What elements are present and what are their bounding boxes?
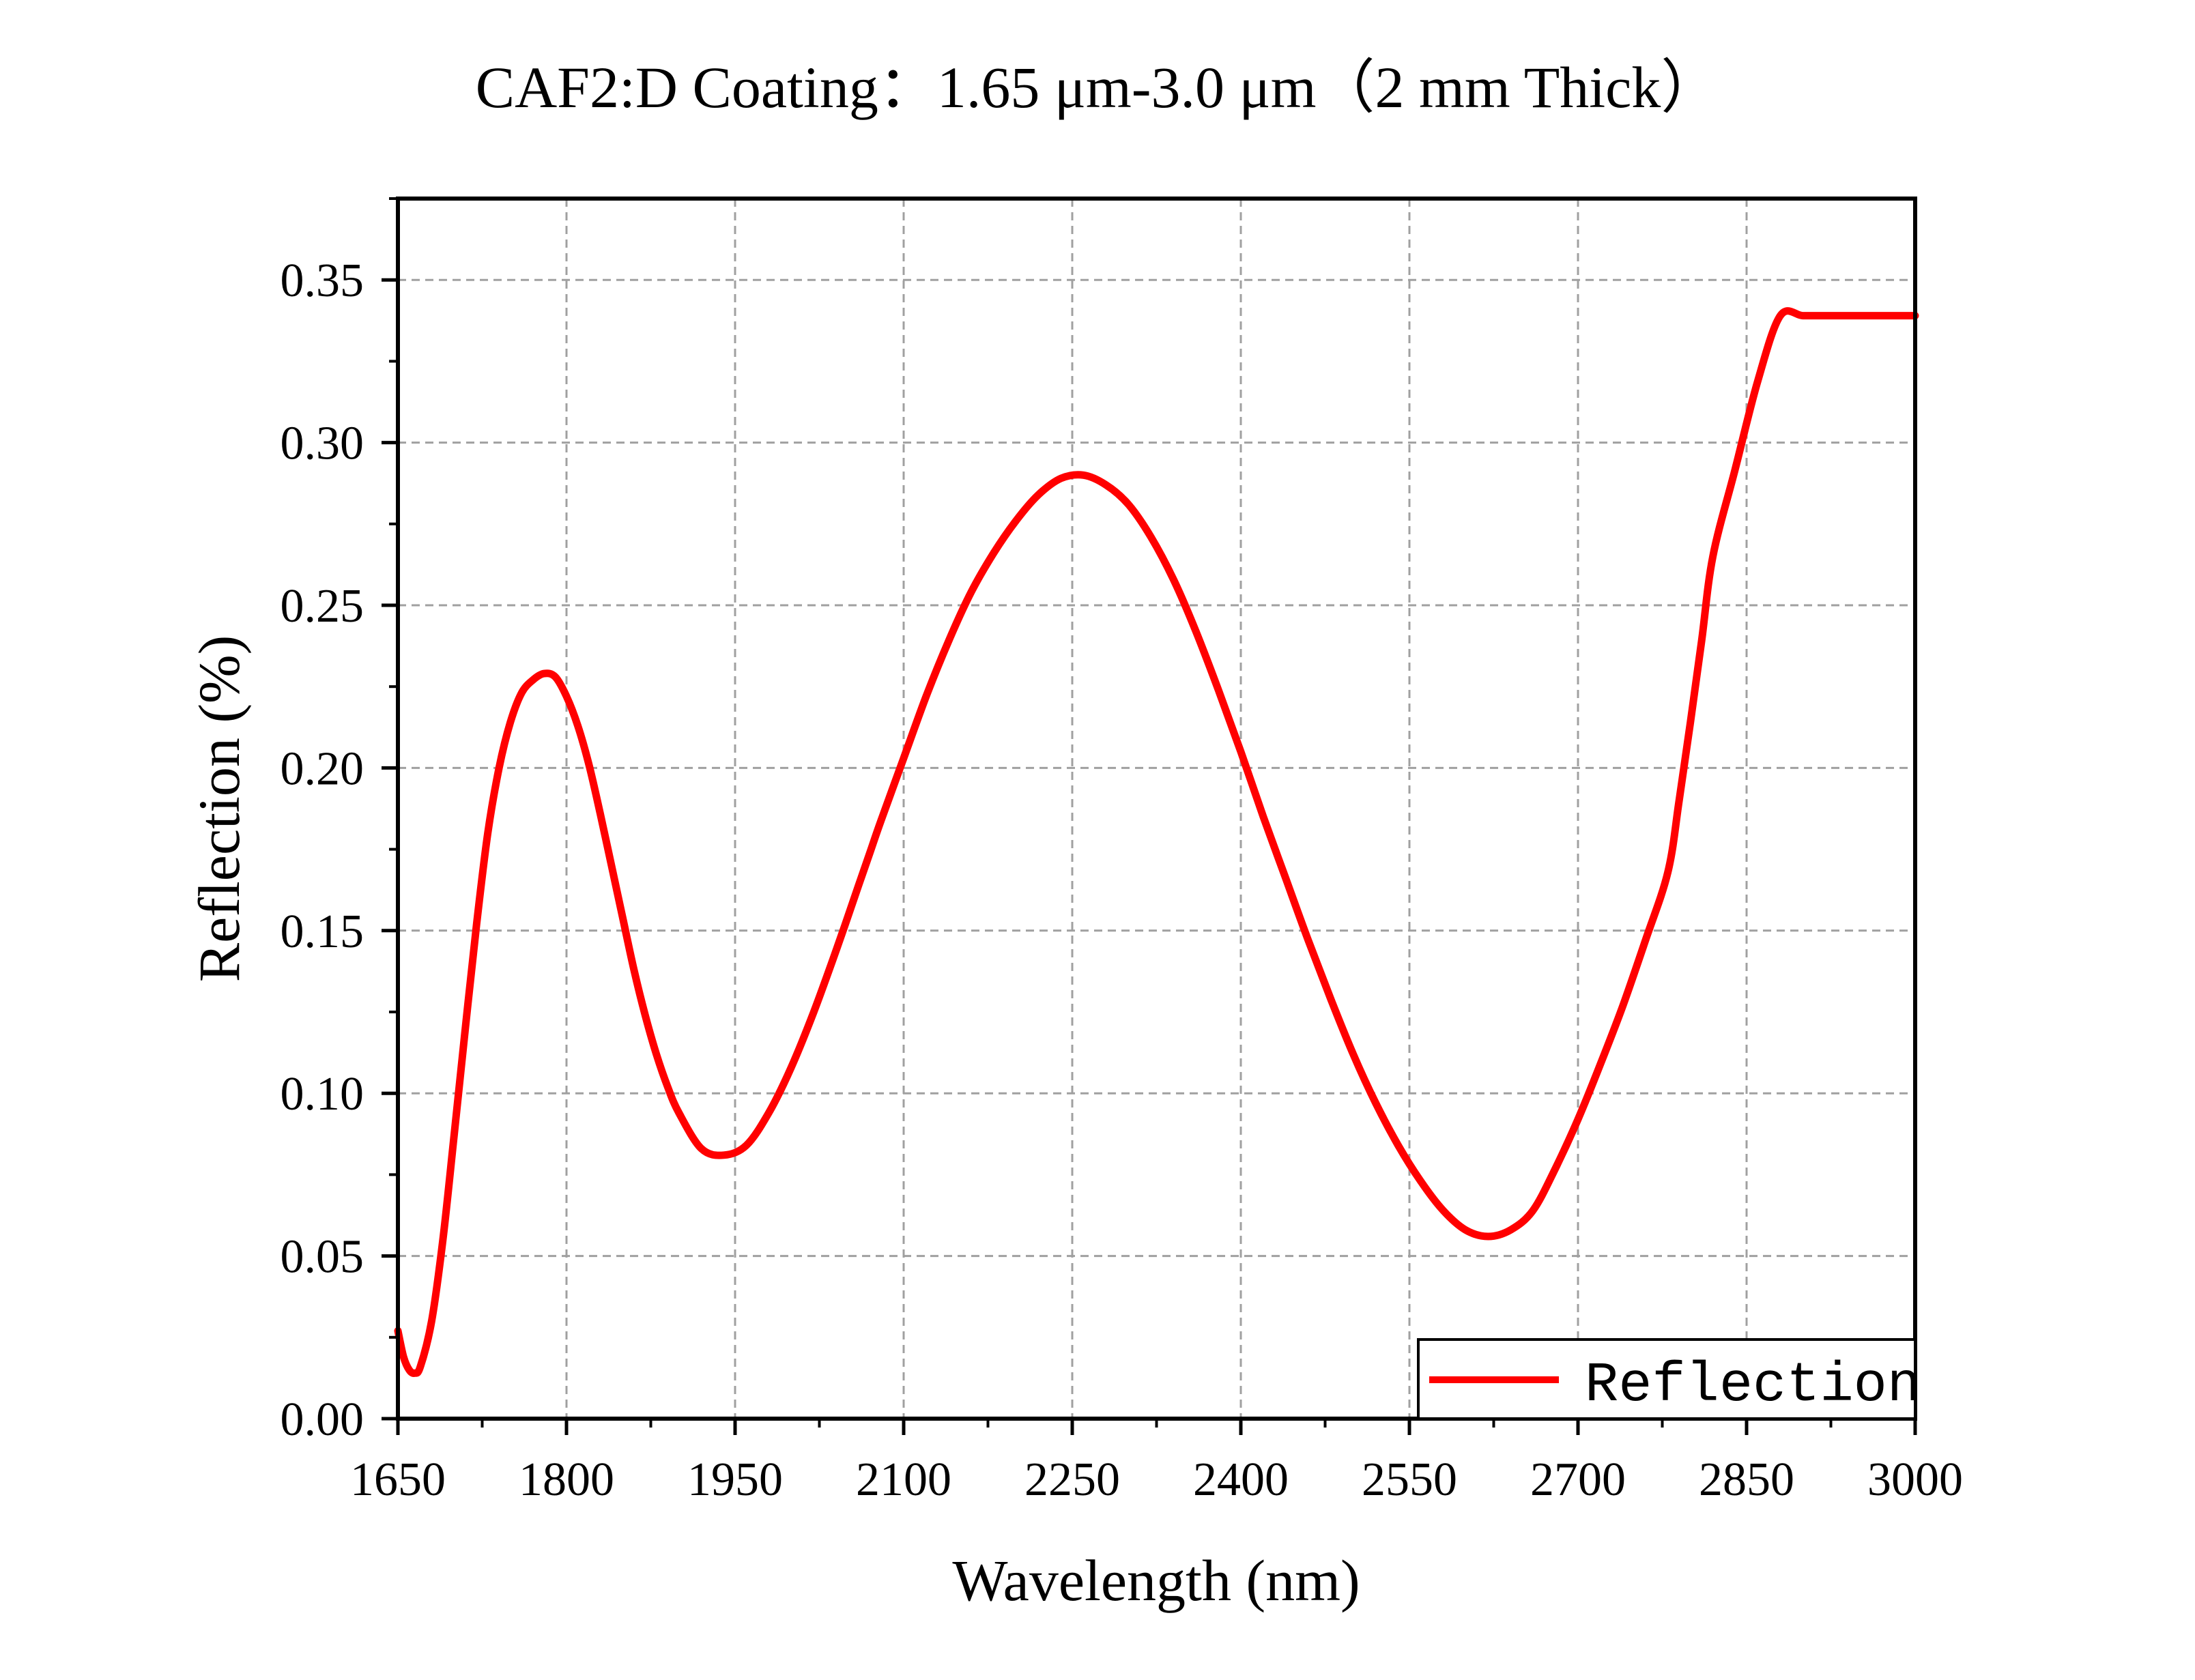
y-tick-label: 0.15: [281, 906, 364, 958]
y-tick-labels: 0.00 0.05 0.10 0.15 0.20 0.25 0.30 0.35: [281, 255, 364, 1446]
y-axis-title: Reflection (%): [186, 635, 252, 983]
series-layer: [394, 307, 1919, 1377]
y-tick-label: 0.30: [281, 418, 364, 470]
plot-frame: [396, 197, 1917, 1421]
x-tick-label: 2550: [1362, 1453, 1457, 1506]
y-tick-label: 0.35: [281, 255, 364, 307]
x-tick-label: 1650: [350, 1453, 446, 1506]
x-tick-label: 2250: [1024, 1453, 1120, 1506]
x-tick-label: 2850: [1699, 1453, 1794, 1506]
y-tick-label: 0.20: [281, 742, 364, 795]
x-tick-label: 2100: [856, 1453, 951, 1506]
y-tick-label: 0.10: [281, 1068, 364, 1120]
x-tick-label: 1950: [687, 1453, 783, 1506]
axis-ticks: [382, 197, 1917, 1435]
y-tick-label: 0.25: [281, 580, 364, 633]
chart-title: CAF2:D Coating：1.65 μm-3.0 μm（2 mm Thick…: [476, 55, 1720, 120]
legend: Reflection: [1417, 1338, 1921, 1420]
x-tick-label: 2700: [1530, 1453, 1626, 1506]
x-tick-label: 3000: [1867, 1453, 1963, 1506]
x-axis-title: Wavelength (nm): [952, 1548, 1360, 1613]
y-tick-label: 0.00: [281, 1393, 364, 1446]
legend-label: Reflection: [1585, 1354, 1921, 1417]
grid: [398, 199, 1915, 1419]
y-tick-label: 0.05: [281, 1231, 364, 1284]
x-tick-label: 2400: [1193, 1453, 1289, 1506]
series-line-reflection: [394, 307, 1919, 1377]
x-tick-label: 1800: [519, 1453, 614, 1506]
x-tick-labels: 1650 1800 1950 2100 2250 2400 2550 2700 2850 3000: [350, 1453, 1963, 1506]
